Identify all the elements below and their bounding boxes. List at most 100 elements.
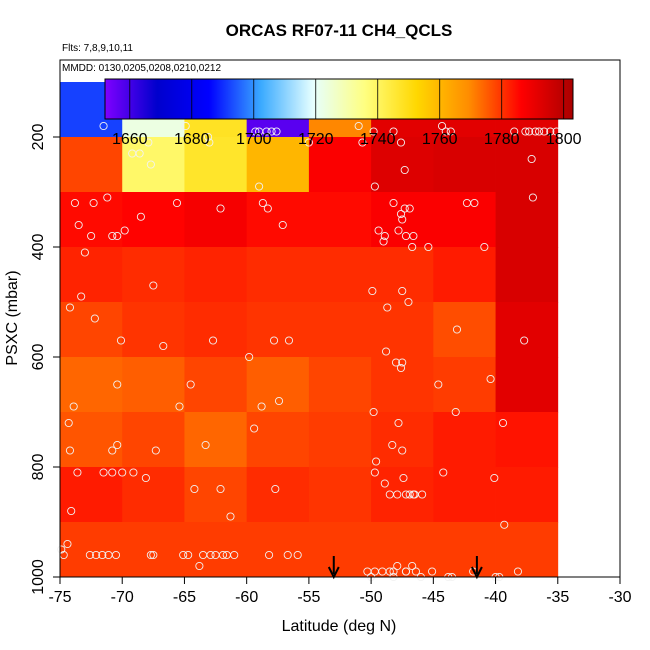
data-point [80, 248, 89, 257]
heatmap-cell [246, 192, 310, 248]
data-point [74, 220, 83, 230]
heatmap-cell [122, 247, 185, 303]
data-point [521, 127, 530, 136]
heatmap-cell [184, 412, 248, 468]
data-point [201, 440, 210, 450]
data-point [398, 286, 407, 296]
y-tick-label: 1000 [30, 559, 47, 595]
colorbar-tick-label: 1660 [112, 131, 148, 148]
heatmap-cell [246, 412, 310, 468]
data-point [70, 198, 79, 208]
heatmap-cell [122, 412, 185, 468]
data-point [251, 127, 260, 136]
data-point [136, 212, 145, 221]
chart-title: ORCAS RF07-11 CH4_QCLS [226, 21, 453, 40]
data-point [108, 231, 117, 241]
data-point [103, 193, 112, 202]
data-point [149, 550, 158, 560]
x-tick-label: -75 [48, 589, 71, 606]
heatmap-cell [495, 522, 559, 578]
data-point [404, 297, 413, 307]
colorbar-tick-label: 1800 [546, 131, 582, 148]
heatmap-cell [60, 137, 123, 193]
colorbar-tick-label: 1720 [298, 131, 334, 148]
heatmap-cell [433, 357, 496, 413]
data-point [434, 380, 443, 389]
heatmap-cell [184, 137, 248, 193]
colorbar-tick-label: 1780 [484, 131, 520, 148]
heatmap-cell [308, 302, 372, 358]
data-point [400, 165, 409, 175]
data-point [98, 550, 107, 560]
data-point [73, 468, 82, 477]
data-point [446, 127, 455, 136]
heatmap-cell [371, 302, 434, 358]
data-point [159, 341, 168, 351]
data-point [250, 424, 259, 433]
colorbar-ticks: 1660 1680 1700 1720 1740 1760 1780 1800 [112, 79, 582, 148]
data-point [394, 226, 403, 235]
data-point [498, 418, 508, 428]
heatmap-cell [60, 302, 123, 358]
data-point [424, 242, 433, 252]
heatmap-cell [60, 192, 123, 248]
x-axis-label: Latitude (deg N) [282, 618, 397, 635]
heatmap-cell [433, 137, 496, 193]
data-point [226, 512, 235, 521]
data-point [398, 446, 407, 455]
heatmap-cell [246, 247, 310, 303]
data-point [181, 121, 190, 131]
data-point [265, 550, 274, 560]
data-point [65, 446, 75, 455]
heatmap-cell [371, 522, 434, 578]
data-point [531, 127, 540, 136]
data-point [151, 446, 160, 455]
heatmap-cell [184, 467, 248, 523]
data-point [284, 336, 294, 345]
heatmap-cell [308, 522, 372, 578]
data-point [64, 418, 73, 428]
colorbar-tick-label: 1760 [422, 131, 458, 148]
heatmap-cell [60, 357, 123, 413]
colorbar-gradient [104, 78, 574, 120]
flights-subtitle: Flts: 7,8,9,10,11 [62, 43, 133, 54]
data-point [90, 314, 99, 323]
data-point [396, 209, 406, 219]
colorbar-tick-label: 1740 [360, 131, 396, 148]
data-point [490, 473, 499, 483]
data-point [380, 231, 389, 241]
data-point [396, 138, 406, 147]
heatmap-cell [184, 192, 248, 248]
data-point [369, 407, 378, 417]
data-point [245, 352, 254, 362]
y-tick-label: 600 [30, 344, 47, 371]
y-tick-label: 200 [30, 124, 47, 151]
heatmap-cell [122, 137, 185, 193]
heatmap-cell [184, 357, 248, 413]
data-point [113, 231, 122, 241]
heatmap-cell [122, 192, 185, 248]
data-point [389, 567, 398, 576]
data-point [383, 303, 392, 312]
data-point [113, 440, 122, 450]
data-point [199, 550, 208, 560]
y-tick-label: 800 [30, 454, 47, 481]
x-tick-label: -35 [546, 589, 569, 606]
data-point [552, 127, 561, 136]
heatmap-cell [308, 412, 372, 468]
heatmap-cell [308, 467, 372, 523]
data-point [209, 336, 218, 345]
data-point [278, 220, 287, 230]
data-point [269, 336, 279, 345]
data-point [486, 374, 495, 384]
heatmap-cell [246, 467, 310, 523]
data-point [381, 347, 391, 356]
data-point [391, 358, 401, 367]
x-tick-label: -55 [297, 589, 320, 606]
data-point [108, 468, 117, 477]
data-point [394, 418, 403, 428]
heatmap-cell [308, 247, 372, 303]
heatmap-cell [495, 137, 559, 193]
data-point [405, 204, 414, 213]
